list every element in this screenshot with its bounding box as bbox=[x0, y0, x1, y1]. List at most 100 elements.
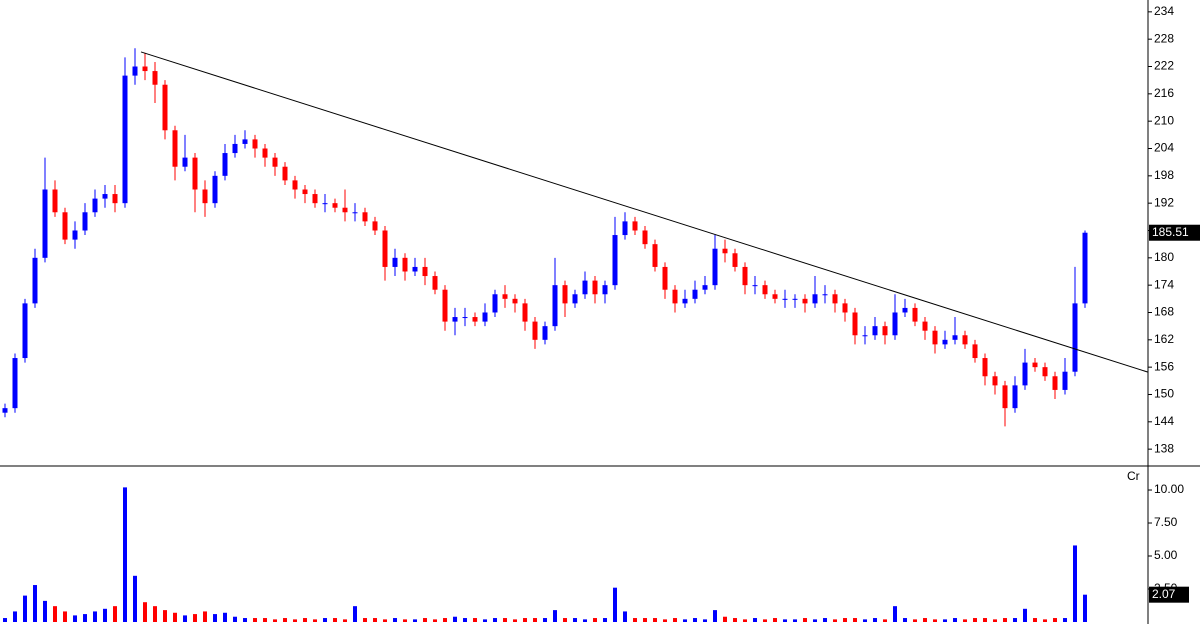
candle-body bbox=[322, 203, 328, 205]
candle-body bbox=[342, 207, 348, 213]
candle-body bbox=[192, 157, 198, 190]
y-tick-label: 162 bbox=[1154, 332, 1174, 346]
volume-bar bbox=[1013, 618, 1017, 622]
candle-body bbox=[22, 303, 28, 359]
candle-body bbox=[702, 285, 708, 290]
y-tick-label: 222 bbox=[1154, 59, 1174, 73]
candle-body bbox=[542, 326, 548, 340]
volume-bar bbox=[643, 618, 647, 622]
volume-bar bbox=[1063, 618, 1067, 622]
volume-bar bbox=[203, 611, 207, 622]
volume-bar bbox=[63, 611, 67, 622]
candle-body bbox=[912, 307, 918, 322]
volume-bar bbox=[163, 610, 167, 622]
candle-body bbox=[602, 285, 608, 295]
volume-bar bbox=[433, 619, 437, 622]
candle-body bbox=[612, 235, 618, 286]
y-tick-label: 174 bbox=[1154, 277, 1174, 291]
candle-body bbox=[382, 230, 388, 267]
candle-body bbox=[242, 139, 248, 144]
volume-bar bbox=[883, 619, 887, 622]
volume-bar bbox=[223, 612, 227, 622]
candle-body bbox=[142, 66, 148, 72]
candle-body bbox=[452, 317, 458, 322]
volume-bar bbox=[503, 618, 507, 622]
volume-bar bbox=[693, 618, 697, 622]
candle-body bbox=[582, 280, 588, 295]
candle-body bbox=[832, 294, 838, 304]
candle-body bbox=[892, 312, 898, 336]
candle-body bbox=[1082, 232, 1088, 304]
volume-bar bbox=[193, 614, 197, 622]
volume-bar bbox=[483, 619, 487, 622]
volume-bar bbox=[743, 619, 747, 622]
volume-bar bbox=[923, 618, 927, 622]
volume-bar bbox=[703, 619, 707, 622]
volume-bar bbox=[963, 619, 967, 622]
candle-body bbox=[472, 317, 478, 322]
volume-bar bbox=[383, 619, 387, 622]
candle-body bbox=[162, 84, 168, 131]
candle-body bbox=[972, 344, 978, 359]
candle-body bbox=[1012, 385, 1018, 409]
candle-body bbox=[562, 285, 568, 304]
candle-body bbox=[952, 335, 958, 340]
candle-body bbox=[112, 194, 118, 204]
volume-unit: Cr bbox=[1127, 469, 1140, 483]
volume-bar bbox=[903, 618, 907, 622]
volume-bar bbox=[523, 618, 527, 622]
volume-bar bbox=[1073, 545, 1077, 622]
candle-body bbox=[722, 248, 728, 254]
volume-bar bbox=[293, 619, 297, 622]
candle-body bbox=[302, 189, 308, 195]
candle-body bbox=[12, 358, 18, 409]
y-tick-label: 204 bbox=[1154, 141, 1174, 155]
volume-bar bbox=[593, 618, 597, 622]
candle-body bbox=[232, 143, 238, 154]
volume-bar bbox=[973, 618, 977, 622]
candle-body bbox=[642, 230, 648, 245]
volume-bar bbox=[513, 619, 517, 622]
volume-bar bbox=[553, 610, 557, 622]
candle-body bbox=[482, 312, 488, 322]
volume-bar bbox=[373, 618, 377, 622]
candle-body bbox=[372, 221, 378, 231]
candle-body bbox=[662, 266, 668, 290]
volume-bar bbox=[123, 487, 127, 622]
candle-body bbox=[282, 166, 288, 181]
volume-bar bbox=[23, 595, 27, 622]
y-tick-label: 156 bbox=[1154, 359, 1174, 373]
volume-bar bbox=[253, 618, 257, 622]
volume-bar bbox=[673, 618, 677, 622]
volume-bar bbox=[233, 616, 237, 622]
candle-body bbox=[532, 321, 538, 340]
candle-body bbox=[812, 294, 818, 304]
candle-body bbox=[802, 298, 808, 304]
volume-bar bbox=[1033, 618, 1037, 622]
candle-body bbox=[432, 276, 438, 290]
candle-body bbox=[622, 221, 628, 236]
candle-body bbox=[222, 153, 228, 176]
volume-bar bbox=[1053, 618, 1057, 622]
candle-body bbox=[292, 180, 298, 190]
y-tick-label: 192 bbox=[1154, 195, 1174, 209]
candle-body bbox=[1072, 303, 1078, 372]
candle-body bbox=[132, 66, 138, 76]
volume-bar bbox=[913, 619, 917, 622]
candle-body bbox=[942, 339, 948, 345]
candle-body bbox=[962, 335, 968, 345]
volume-bar bbox=[653, 618, 657, 622]
candle-body bbox=[62, 212, 68, 240]
candle-body bbox=[492, 294, 498, 313]
candle-body bbox=[852, 312, 858, 336]
y-tick-label: 7.50 bbox=[1154, 515, 1178, 529]
volume-bar bbox=[573, 618, 577, 622]
volume-bar bbox=[873, 618, 877, 622]
candle-body bbox=[862, 335, 868, 337]
volume-bar bbox=[663, 619, 667, 622]
volume-bar bbox=[213, 614, 217, 622]
volume-bar bbox=[783, 619, 787, 622]
candle-body bbox=[1052, 376, 1058, 390]
volume-bar bbox=[843, 618, 847, 622]
volume-bar bbox=[563, 618, 567, 622]
